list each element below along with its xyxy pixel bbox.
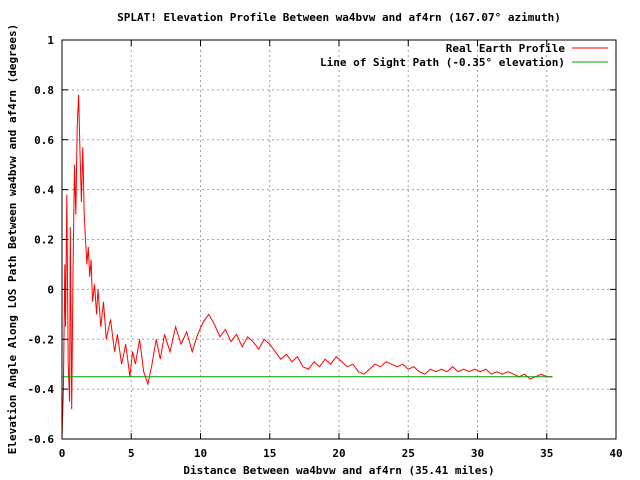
y-tick-label: 0.6 (34, 134, 54, 147)
y-tick-label: -0.2 (28, 333, 55, 346)
y-tick-label: 0.4 (34, 184, 54, 197)
series-real-earth-profile (61, 94, 553, 440)
grid-lines (62, 40, 616, 439)
x-tick-label: 10 (194, 447, 207, 460)
y-tick-label: 1 (47, 34, 54, 47)
x-tick-label: 5 (128, 447, 135, 460)
x-tick-label: 25 (402, 447, 415, 460)
y-tick-label: 0.8 (34, 84, 54, 97)
x-tick-label: 35 (540, 447, 553, 460)
y-axis-label: Elevation Angle Along LOS Path Between w… (6, 24, 19, 454)
y-tick-label: -0.6 (28, 433, 55, 446)
y-tick-label: 0.2 (34, 234, 54, 247)
legend-label: Line of Sight Path (-0.35° elevation) (320, 56, 565, 69)
x-tick-label: 20 (332, 447, 345, 460)
x-tick-label: 0 (59, 447, 66, 460)
axis-ticks (61, 39, 617, 440)
x-axis-label: Distance Between wa4bvw and af4rn (35.41… (183, 464, 494, 477)
chart-title: SPLAT! Elevation Profile Between wa4bvw … (117, 11, 561, 24)
x-tick-label: 40 (609, 447, 622, 460)
x-tick-label: 15 (263, 447, 276, 460)
legend-label: Real Earth Profile (446, 42, 566, 55)
x-tick-label: 30 (471, 447, 484, 460)
axis-tick-labels: 0 5 10 15 20 25 30 35 40 -0.6 -0.4 -0.2 0 0.2 0.4 0.6 0.… (28, 34, 623, 460)
y-tick-label: -0.4 (28, 383, 55, 396)
y-tick-label: 0 (47, 283, 54, 296)
series-lines (61, 94, 553, 440)
